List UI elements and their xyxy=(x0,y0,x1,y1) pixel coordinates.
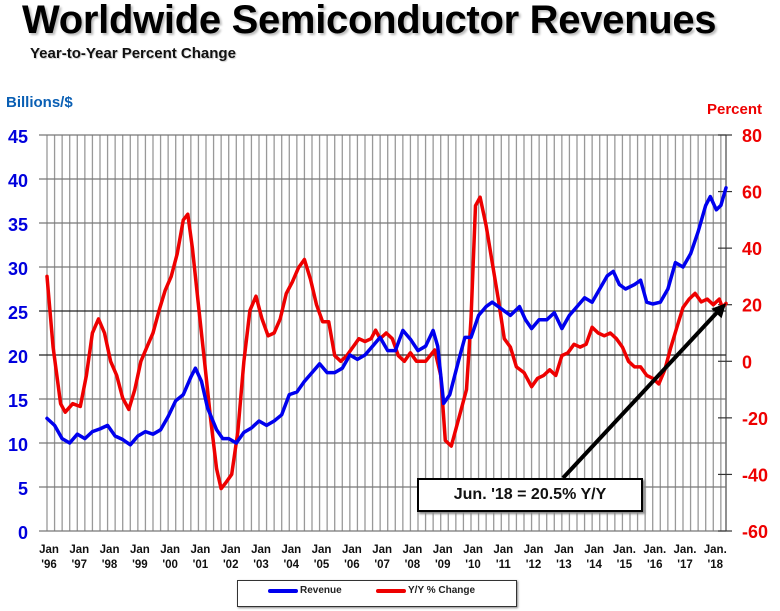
y-tick-label-right: -60 xyxy=(742,522,768,542)
x-tick-label-year: '15 xyxy=(617,559,633,571)
x-tick-label-year: '13 xyxy=(556,559,572,571)
x-tick-label: Jan xyxy=(554,544,574,556)
x-tick-label-year: '98 xyxy=(102,559,118,571)
x-tick-label-year: '17 xyxy=(677,559,693,571)
chart-subtitle: Year-to-Year Percent Change xyxy=(30,45,236,62)
x-tick-label: Jan xyxy=(160,544,180,556)
x-tick-label-year: '14 xyxy=(586,559,602,571)
x-tick-label: Jan xyxy=(221,544,241,556)
x-tick-label-year: '05 xyxy=(314,559,330,571)
y-tick-label-left: 20 xyxy=(8,347,28,367)
x-tick-label: Jan xyxy=(191,544,211,556)
legend-item-yy-change: Y/Y % Change xyxy=(376,585,475,596)
x-tick-label: Jan xyxy=(403,544,423,556)
x-tick-label: Jan xyxy=(372,544,392,556)
annotation-arrow-line xyxy=(561,307,722,480)
x-tick-label: Jan xyxy=(342,544,362,556)
x-tick-label: Jan xyxy=(463,544,483,556)
x-tick-label: Jan. xyxy=(643,544,666,556)
y-tick-label-left: 40 xyxy=(8,171,28,191)
x-tick-label: Jan xyxy=(493,544,513,556)
legend-label-revenue: Revenue xyxy=(300,585,342,596)
y-tick-label-right: 20 xyxy=(742,296,762,316)
x-tick-label-year: '99 xyxy=(132,559,148,571)
y-tick-label-right: 60 xyxy=(742,183,762,203)
annotation-arrow-head xyxy=(711,303,726,319)
x-tick-label-year: '11 xyxy=(496,559,511,571)
legend-item-revenue: Revenue xyxy=(268,585,342,596)
y-tick-label-left: 15 xyxy=(8,391,28,411)
series-line-revenue xyxy=(45,186,728,447)
x-tick-label: Jan xyxy=(584,544,604,556)
x-tick-label: Jan xyxy=(69,544,89,556)
x-tick-label-year: '96 xyxy=(41,559,57,571)
y-tick-label-right: 40 xyxy=(742,239,762,259)
y-tick-label-left: 45 xyxy=(8,127,28,147)
x-tick-label: Jan. xyxy=(673,544,696,556)
x-tick-label-year: '97 xyxy=(72,559,88,571)
x-tick-label-year: '07 xyxy=(374,559,390,571)
x-tick-label: Jan xyxy=(100,544,120,556)
right-axis-label: Percent xyxy=(707,101,763,118)
x-tick-label-year: '06 xyxy=(344,559,360,571)
x-tick-label-year: '03 xyxy=(253,559,269,571)
y-tick-label-left: 35 xyxy=(8,215,28,235)
x-tick-label-year: '00 xyxy=(162,559,178,571)
left-axis-label: Billions/$ xyxy=(6,94,73,111)
x-tick-label: Jan xyxy=(39,544,59,556)
y-tick-label-right: 80 xyxy=(742,126,762,146)
x-tick-label-year: '09 xyxy=(435,559,451,571)
x-tick-label: Jan. xyxy=(613,544,636,556)
legend-label-yy-change: Y/Y % Change xyxy=(408,585,476,596)
legend-swatch-revenue xyxy=(268,588,298,593)
x-tick-label-year: '12 xyxy=(526,559,542,571)
x-tick-label-year: '08 xyxy=(405,559,421,571)
y-tick-label-left: 10 xyxy=(8,435,28,455)
y-tick-label-right: -40 xyxy=(742,465,768,485)
legend: Revenue Y/Y % Change xyxy=(237,580,517,607)
chart-title: Worldwide Semiconductor Revenues xyxy=(22,0,717,42)
x-tick-label: Jan xyxy=(433,544,453,556)
x-tick-label-year: '02 xyxy=(223,559,239,571)
y-tick-label-left: 5 xyxy=(18,479,28,499)
x-tick-label: Jan xyxy=(130,544,150,556)
x-tick-label-year: '10 xyxy=(465,559,481,571)
y-tick-label-right: -20 xyxy=(742,409,768,429)
x-tick-label: Jan xyxy=(312,544,332,556)
x-tick-label: Jan xyxy=(251,544,271,556)
x-tick-label-year: '16 xyxy=(647,559,663,571)
y-tick-label-left: 0 xyxy=(18,523,28,543)
y-tick-label-right: 0 xyxy=(742,352,752,372)
x-tick-label: Jan. xyxy=(704,544,727,556)
y-tick-label-left: 30 xyxy=(8,259,28,279)
y-tick-label-left: 25 xyxy=(8,303,28,323)
x-tick-label-year: '18 xyxy=(708,559,724,571)
x-tick-label-year: '01 xyxy=(193,559,209,571)
x-tick-label: Jan xyxy=(524,544,544,556)
legend-swatch-yy-change xyxy=(376,588,406,593)
x-tick-label: Jan xyxy=(281,544,301,556)
series-line-y-y-change xyxy=(45,195,728,491)
x-tick-label-year: '04 xyxy=(284,559,300,571)
annotation-box: Jun. '18 = 20.5% Y/Y xyxy=(417,478,643,512)
